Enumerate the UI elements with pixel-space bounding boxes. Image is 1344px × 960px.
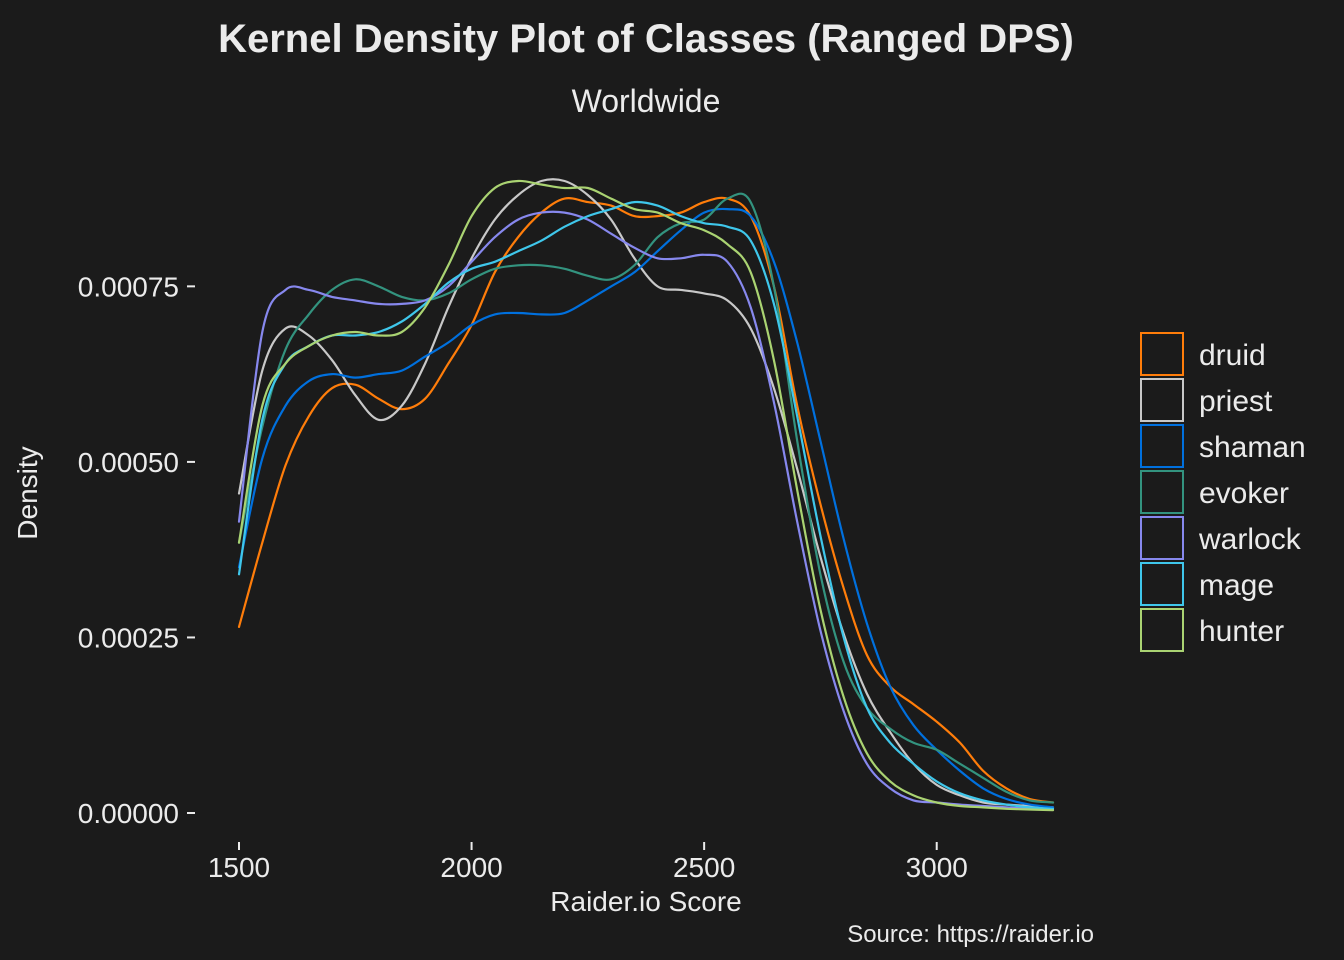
legend-label-hunter: hunter [1199,615,1284,648]
x-axis-title: Raider.io Score [550,886,741,917]
density-line-evoker [237,192,1055,804]
x-tick-label: 2000 [440,852,502,883]
chart-title: Kernel Density Plot of Classes (Ranged D… [218,17,1074,61]
legend-label-druid: druid [1199,339,1266,372]
legend: druid priest shaman evoker warlock mage hunter [1140,332,1306,652]
x-tick-label: 3000 [906,852,968,883]
legend-key-druid [1140,332,1184,376]
density-line-warlock [237,210,1055,811]
x-axis: 1500 2000 2500 3000 [208,842,968,883]
legend-label-shaman: shaman [1199,431,1306,464]
legend-label-evoker: evoker [1199,477,1289,510]
x-tick-label: 2500 [673,852,735,883]
y-axis-title: Density [12,446,43,539]
y-tick-label: 0.00075 [78,271,179,302]
legend-key-mage [1140,562,1184,606]
density-line-shaman [237,207,1055,809]
y-tick-label: 0.00050 [78,447,179,478]
y-axis: 0.00000 0.00025 0.00050 0.00075 [78,271,195,829]
density-line-druid [237,196,1055,804]
chart-subtitle: Worldwide [572,83,721,119]
y-tick-label: 0.00000 [78,798,179,829]
density-line-hunter [237,179,1055,812]
legend-label-priest: priest [1199,385,1273,418]
legend-key-priest [1140,378,1184,422]
legend-key-hunter [1140,608,1184,652]
y-tick-label: 0.00025 [78,622,179,653]
legend-key-evoker [1140,470,1184,514]
legend-label-warlock: warlock [1198,523,1302,556]
x-tick-label: 1500 [208,852,270,883]
legend-label-mage: mage [1199,569,1274,602]
density-lines [237,178,1055,812]
legend-key-shaman [1140,424,1184,468]
legend-key-warlock [1140,516,1184,560]
source-caption: Source: https://raider.io [847,921,1094,948]
